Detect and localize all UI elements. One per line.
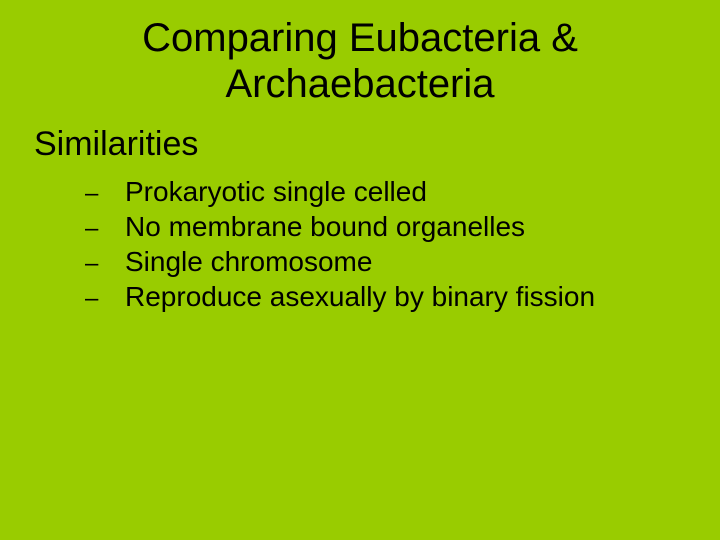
bullet-marker: –	[85, 249, 125, 279]
bullet-list: – Prokaryotic single celled – No membran…	[85, 174, 690, 314]
bullet-text: Reproduce asexually by binary fission	[125, 279, 690, 314]
list-item: – No membrane bound organelles	[85, 209, 690, 244]
section-subhead: Similarities	[34, 125, 690, 164]
bullet-text: Single chromosome	[125, 244, 690, 279]
list-item: – Reproduce asexually by binary fission	[85, 279, 690, 314]
bullet-marker: –	[85, 284, 125, 314]
slide-title: Comparing Eubacteria & Archaebacteria	[30, 15, 690, 107]
bullet-marker: –	[85, 179, 125, 209]
title-line-1: Comparing Eubacteria &	[142, 16, 578, 60]
list-item: – Single chromosome	[85, 244, 690, 279]
bullet-text: No membrane bound organelles	[125, 209, 690, 244]
bullet-marker: –	[85, 214, 125, 244]
bullet-text: Prokaryotic single celled	[125, 174, 690, 209]
list-item: – Prokaryotic single celled	[85, 174, 690, 209]
title-line-2: Archaebacteria	[225, 62, 494, 106]
slide: Comparing Eubacteria & Archaebacteria Si…	[0, 0, 720, 540]
